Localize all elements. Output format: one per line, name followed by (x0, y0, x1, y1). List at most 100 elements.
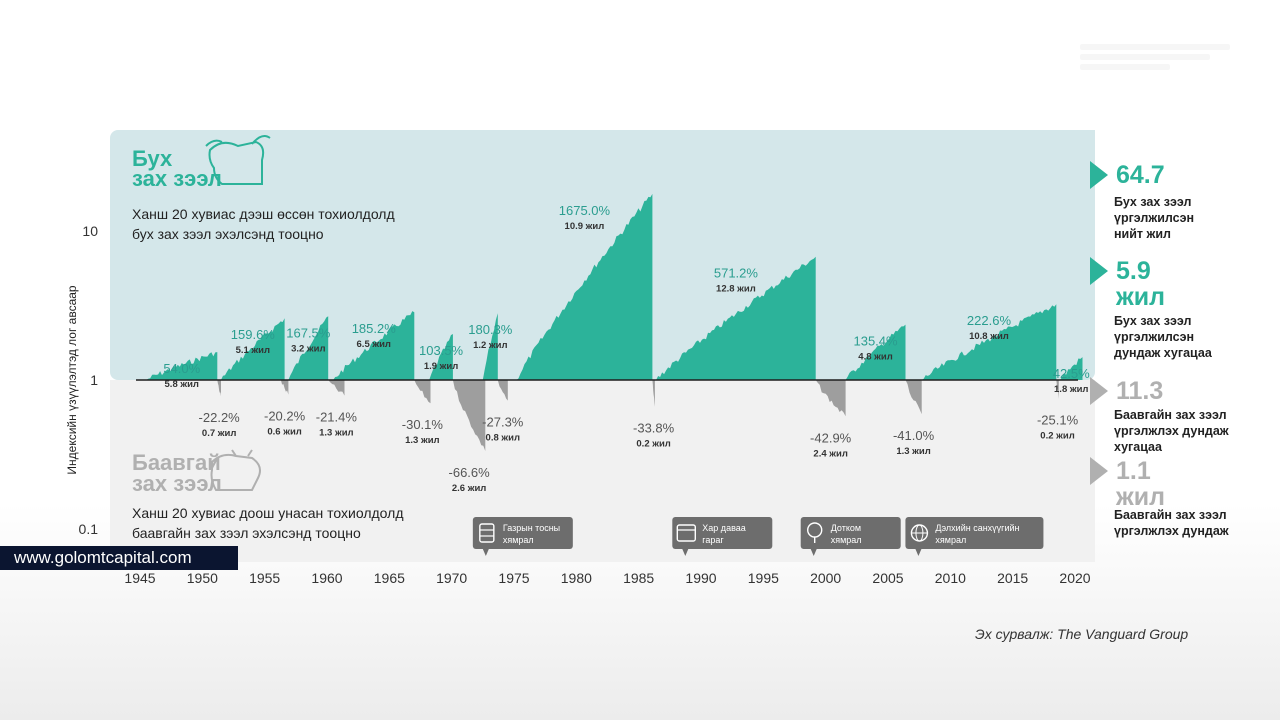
bear-avg-desc: Баавгайн зах зээл үргэлжлэх дундаж хугац… (1114, 408, 1229, 454)
grey-arrow-icon (1090, 377, 1108, 405)
x-tick-label: 2010 (935, 570, 966, 586)
bear-loss-label: -42.9% (810, 430, 852, 445)
bull-market-area-3 (333, 311, 415, 380)
bear-loss-label: -27.3% (482, 415, 524, 430)
bull-gain-label: 180.3% (468, 322, 513, 337)
bull-gain-label: 135.4% (853, 334, 898, 349)
bull-gain-label: 571.2% (714, 266, 759, 281)
bear-market-area-4 (452, 380, 486, 451)
x-tick-label: 1965 (374, 570, 405, 586)
event-box (472, 517, 573, 549)
bull-avg-desc: Бух зах зээл үргэлжилсэн дундаж хугацаа (1114, 314, 1212, 360)
teal-arrow-icon (1090, 257, 1108, 285)
bear-loss-label: -25.1% (1037, 413, 1079, 428)
bull-duration-label: 1.2 жил (473, 340, 507, 351)
bull-avg-years: 5.9 (1116, 257, 1151, 285)
event-label: гараг (702, 535, 724, 545)
x-tick-label: 2000 (810, 570, 841, 586)
bear-avg-unit: жил (1116, 483, 1165, 511)
bull-gain-label: 103.5% (419, 343, 464, 358)
event-box (672, 517, 773, 549)
bear-loss-label: -33.8% (633, 421, 675, 436)
bull-gain-label: 167.5% (286, 325, 331, 340)
bull-gain-label: 1675.0% (559, 203, 611, 218)
bull-market-area-7 (656, 256, 816, 380)
bull-market-area-9 (921, 304, 1057, 380)
bull-areas (146, 193, 1083, 380)
bull-panel (110, 130, 1095, 380)
barrel-icon (479, 523, 495, 543)
bear-duration-label: 1.3 жил (896, 446, 930, 457)
bear-loss-label: -41.0% (893, 428, 935, 443)
bear-market-area-7 (815, 380, 846, 417)
bull-market-area-4 (429, 334, 453, 380)
event-label: Дотком (831, 523, 861, 533)
x-tick-label: 1980 (561, 570, 592, 586)
bear-duration-label: 0.6 жил (267, 427, 301, 438)
x-tick-label: 1960 (311, 570, 342, 586)
bull-total-years: 64.7 (1116, 161, 1165, 189)
teal-arrow-icon (1090, 161, 1108, 189)
bull-title: Бух (132, 146, 173, 171)
bear-market-area-3 (414, 380, 431, 404)
event-pointer (915, 549, 922, 556)
bear-loss-label: -30.1% (402, 417, 444, 432)
bull-icon (205, 135, 271, 185)
website-link[interactable]: www.golomtcapital.com (0, 546, 238, 570)
bull-duration-label: 5.8 жил (165, 379, 199, 390)
bull-duration-label: 5.1 жил (236, 345, 270, 356)
bear-loss-label: -66.6% (449, 465, 491, 480)
bull-duration-label: 4.8 жил (858, 352, 892, 363)
bear-areas (217, 380, 1059, 451)
bull-gain-label: 222.6% (967, 313, 1012, 328)
bear-duration-label: 1.3 жил (405, 435, 439, 446)
x-tick-label: 1945 (124, 570, 155, 586)
x-tick-label: 1950 (187, 570, 218, 586)
bear-loss-label: -21.4% (316, 410, 358, 425)
bull-duration-label: 10.9 жил (565, 221, 605, 232)
event-callout: Дотком хямрал (800, 517, 901, 556)
bull-duration-label: 1.8 жил (1054, 384, 1088, 395)
x-tick-label: 2020 (1059, 570, 1090, 586)
bear-avg-months: 11.3 (1116, 377, 1164, 405)
event-box (905, 517, 1044, 549)
bear-duration-label: 0.7 жил (202, 428, 236, 439)
event-pointer (482, 549, 489, 556)
bull-duration-label: 6.5 жил (357, 339, 391, 350)
event-label: хямрал (503, 535, 534, 545)
y-axis-label: Индексийн үзүүлэлтэд лог авсаар (65, 285, 79, 475)
bear-market-area-1 (280, 380, 289, 395)
bear-duration-label: 0.2 жил (1040, 431, 1074, 442)
bull-subtitle: бух зах зээл эхэлсэнд тооцно (132, 226, 324, 242)
bear-market-area-6 (652, 380, 655, 407)
grey-arrow-icon (1090, 457, 1108, 485)
bear-title: Баавгай (132, 450, 221, 475)
bull-panel-corner (1087, 130, 1095, 150)
x-tick-label: 1970 (436, 570, 467, 586)
bull-market-area-1 (221, 318, 285, 380)
bear-market-area-9 (1056, 380, 1059, 399)
bear-subtitle: баавгайн зах зээл эхэлсэнд тооцно (132, 525, 361, 541)
bear-icon (210, 449, 261, 491)
x-tick-label: 1990 (685, 570, 716, 586)
event-callout: Хар даваа гараг (672, 517, 773, 556)
bull-subtitle: Ханш 20 хувиас дээш өссөн тохиолдолд (132, 206, 395, 222)
bull-gain-label: 54.0% (163, 361, 200, 376)
event-label: хямрал (935, 535, 966, 545)
bull-market-area-10 (1060, 357, 1083, 380)
event-callout: Газрын тосны хямрал (472, 517, 573, 556)
event-label: хямрал (831, 535, 862, 545)
bear-duration-label: 0.8 жил (486, 433, 520, 444)
event-pointer (682, 549, 689, 556)
bull-avg-unit: жил (1116, 283, 1165, 311)
bear-market-area-5 (497, 380, 508, 401)
bear-market-area-0 (217, 380, 221, 397)
bear-loss-label: -20.2% (264, 409, 306, 424)
bear-duration-label: 0.2 жил (636, 439, 670, 450)
bear-avg-years: 1.1 (1116, 457, 1151, 485)
event-box (800, 517, 901, 549)
event-label: Газрын тосны (503, 523, 560, 533)
bear-duration-label: 1.3 жил (319, 428, 353, 439)
bull-market-area-5 (482, 313, 498, 380)
